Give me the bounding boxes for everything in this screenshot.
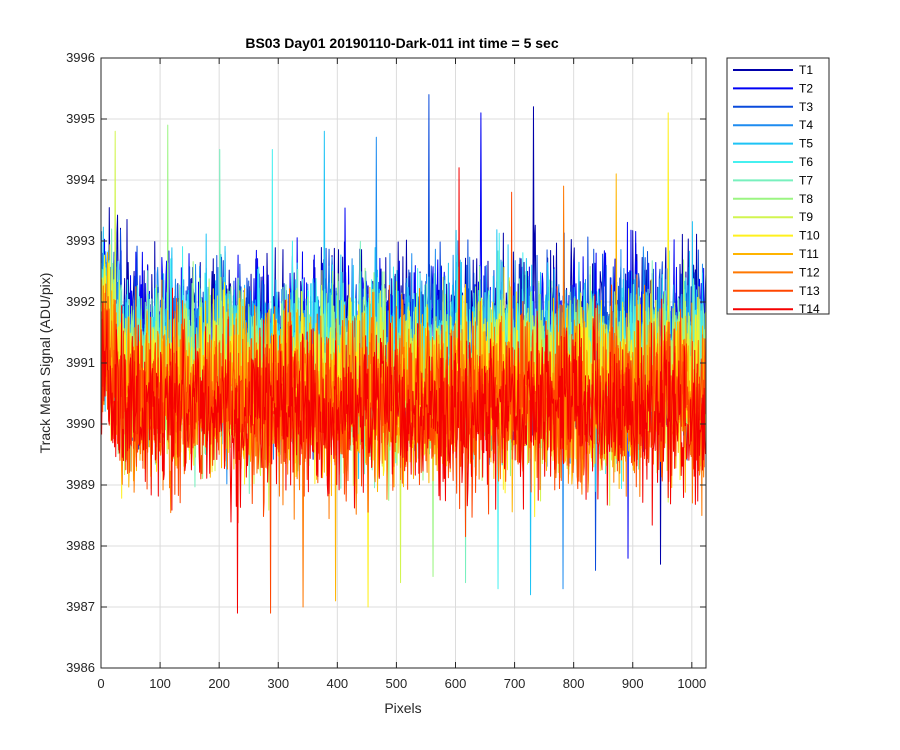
legend-label-t6: T6 bbox=[799, 155, 813, 169]
x-tick-label: 600 bbox=[445, 676, 467, 691]
x-tick-label: 300 bbox=[267, 676, 289, 691]
y-tick-label: 3986 bbox=[66, 660, 95, 675]
x-tick-label: 100 bbox=[149, 676, 171, 691]
chart-title: BS03 Day01 20190110-Dark-011 int time = … bbox=[245, 35, 558, 51]
x-tick-label: 200 bbox=[208, 676, 230, 691]
series-layer bbox=[101, 94, 707, 614]
y-tick-label: 3995 bbox=[66, 111, 95, 126]
legend-label-t9: T9 bbox=[799, 210, 813, 224]
y-tick-label: 3994 bbox=[66, 172, 95, 187]
series-line-t14 bbox=[101, 167, 707, 614]
y-tick-label: 3988 bbox=[66, 538, 95, 553]
y-tick-label: 3987 bbox=[66, 599, 95, 614]
y-tick-label: 3991 bbox=[66, 355, 95, 370]
y-tick-label: 3996 bbox=[66, 50, 95, 65]
x-tick-label: 1000 bbox=[677, 676, 706, 691]
legend-label-t4: T4 bbox=[799, 118, 813, 132]
y-tick-label: 3989 bbox=[66, 477, 95, 492]
legend-label-t7: T7 bbox=[799, 173, 813, 187]
y-tick-label: 3990 bbox=[66, 416, 95, 431]
x-tick-label: 400 bbox=[326, 676, 348, 691]
y-tick-label: 3992 bbox=[66, 294, 95, 309]
legend-label-t10: T10 bbox=[799, 229, 820, 243]
legend-label-t13: T13 bbox=[799, 284, 820, 298]
x-tick-label: 700 bbox=[504, 676, 526, 691]
legend-box bbox=[726, 57, 830, 315]
legend-label-t5: T5 bbox=[799, 137, 813, 151]
x-tick-label: 800 bbox=[563, 676, 585, 691]
y-axis-ticks: 3986 3987 3988 3989 3990 3991 3992 3993 3994 3995… bbox=[66, 50, 706, 675]
legend-label-t8: T8 bbox=[799, 192, 813, 206]
legend-label-t14: T14 bbox=[799, 302, 820, 316]
legend-label-t3: T3 bbox=[799, 100, 813, 114]
legend-label-t12: T12 bbox=[799, 265, 820, 279]
legend: T1 T2 T3 T4 T5 T6 T7 T8 T9 T10 T11 T12 T13 T14 bbox=[726, 57, 830, 316]
legend-label-t2: T2 bbox=[799, 81, 813, 95]
x-tick-label: 500 bbox=[386, 676, 408, 691]
y-tick-label: 3993 bbox=[66, 233, 95, 248]
x-tick-label: 0 bbox=[97, 676, 104, 691]
x-axis-ticks: 0 100 200 300 400 500 600 700 800 900 1000 bbox=[97, 58, 706, 691]
y-axis-label: Track Mean Signal (ADU/pix) bbox=[37, 273, 53, 454]
legend-label-t11: T11 bbox=[799, 247, 819, 261]
x-tick-label: 900 bbox=[622, 676, 644, 691]
legend-label-t1: T1 bbox=[799, 63, 813, 77]
x-axis-label: Pixels bbox=[384, 700, 421, 716]
